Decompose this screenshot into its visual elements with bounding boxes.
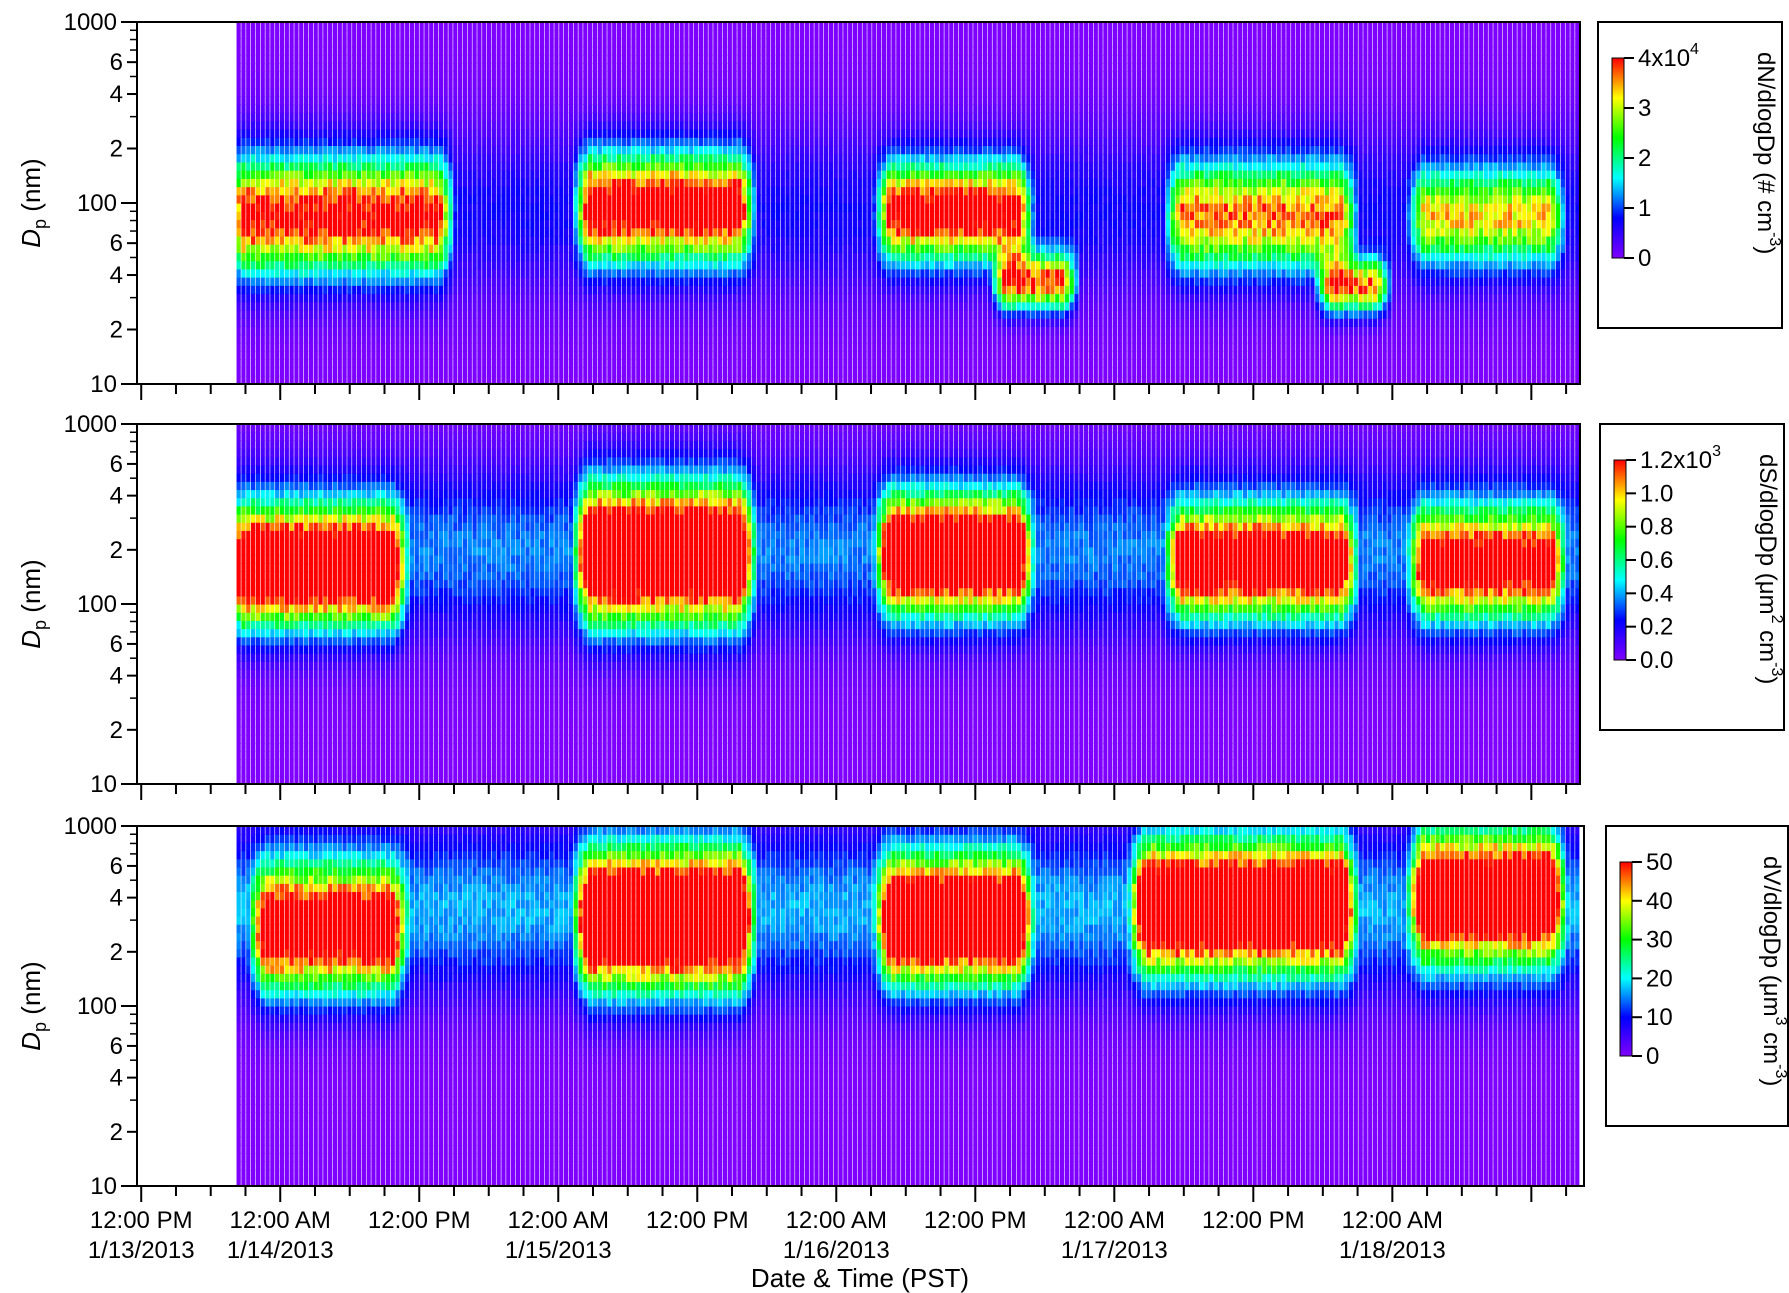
colorbar-tick-label: 0.2 xyxy=(1640,614,1673,641)
y-tick-label: 1000 xyxy=(64,9,117,36)
colorbar-tick-label: 50 xyxy=(1646,849,1673,876)
y-tick-label: 2 xyxy=(110,136,123,163)
x-tick-label-time: 12:00 AM xyxy=(1342,1207,1443,1234)
x-tick-label-date: 1/18/2013 xyxy=(1339,1237,1446,1264)
heatmap-cells xyxy=(236,826,1580,1187)
x-tick-label-time: 12:00 PM xyxy=(368,1207,471,1234)
y-tick-label: 2 xyxy=(110,317,123,344)
y-tick-label: 4 xyxy=(110,81,123,108)
y-axis-title: Dp (nm) xyxy=(16,961,50,1050)
x-tick-label-time: 12:00 PM xyxy=(924,1207,1027,1234)
x-tick-label-time: 12:00 PM xyxy=(646,1207,749,1234)
y-tick-label: 6 xyxy=(110,49,123,76)
y-tick-label: 100 xyxy=(77,993,117,1020)
colorbar-box xyxy=(1597,21,1783,329)
y-tick-label: 6 xyxy=(110,1033,123,1060)
y-tick-label: 10 xyxy=(90,771,117,798)
x-tick-label-time: 12:00 AM xyxy=(1064,1207,1165,1234)
colorbar-tick-label: 2 xyxy=(1638,145,1651,172)
y-tick-label: 6 xyxy=(110,451,123,478)
heatmap-cells xyxy=(236,22,1580,385)
x-tick-label-time: 12:00 AM xyxy=(786,1207,887,1234)
colorbar-tick-label: 1.0 xyxy=(1640,480,1673,507)
colorbar-tick-label: 10 xyxy=(1646,1004,1673,1031)
y-tick-label: 100 xyxy=(77,190,117,217)
x-tick-labels: 12:00 PM 1/13/2013 12:00 AM 1/14/2013 12:00 … xyxy=(88,1207,1446,1264)
y-tick-label: 1000 xyxy=(64,813,117,840)
colorbar-tick-label: 0.8 xyxy=(1640,514,1673,541)
y-tick-label: 4 xyxy=(110,663,123,690)
y-tick-label: 2 xyxy=(110,1119,123,1146)
colorbar-tick-label: 0.6 xyxy=(1640,547,1673,574)
x-tick-label-time: 12:00 PM xyxy=(1202,1207,1305,1234)
x-axis-title: Date & Time (PST) xyxy=(751,1263,969,1293)
colorbar-tick-label: 1 xyxy=(1638,195,1651,222)
colorbar-tick-label: 0 xyxy=(1646,1043,1659,1070)
colorbar-tick-label: 30 xyxy=(1646,927,1673,954)
colorbar-tick-label: 0.4 xyxy=(1640,580,1673,607)
x-tick-label-date: 1/14/2013 xyxy=(227,1237,334,1264)
colorbar: 4x104 3 2 1 0 dN/dlogDp (# cm-3) xyxy=(1597,21,1783,329)
colorbar-tick-label: 40 xyxy=(1646,888,1673,915)
panel-surface-distribution: 1000 6 4 2 100 6 4 2 10 Dp (nm) 1.2x103 1.0 0.8 0.6 0.… xyxy=(16,411,1785,800)
x-tick-label-time: 12:00 PM xyxy=(90,1207,193,1234)
y-tick-label: 1000 xyxy=(64,411,117,438)
y-tick-label: 6 xyxy=(110,230,123,257)
colorbar: 50 40 30 20 10 0 dV/dlogDp (μm3 cm-3) xyxy=(1605,825,1789,1127)
x-tick-label-date: 1/13/2013 xyxy=(88,1237,195,1264)
colorbar-gradient xyxy=(1611,57,1625,259)
x-tick-label-date: 1/16/2013 xyxy=(783,1237,890,1264)
colorbar: 1.2x103 1.0 0.8 0.6 0.4 0.2 0.0 dS/dlogDp (μm2 … xyxy=(1599,423,1785,731)
y-axis-title: Dp (nm) xyxy=(16,158,50,247)
y-tick-label: 4 xyxy=(110,262,123,289)
colorbar-tick-label: 3 xyxy=(1638,95,1651,122)
y-tick-label: 6 xyxy=(110,631,123,658)
colorbar-tick-label: 0.0 xyxy=(1640,647,1673,674)
colorbar-tick-label: 0 xyxy=(1638,245,1651,272)
y-tick-label: 100 xyxy=(77,591,117,618)
y-tick-label: 4 xyxy=(110,483,123,510)
colorbar-gradient xyxy=(1613,459,1627,661)
y-tick-label: 10 xyxy=(90,371,117,398)
y-tick-label: 2 xyxy=(110,939,123,966)
colorbar-title: dV/dlogDp (μm3 cm-3) xyxy=(1758,856,1789,1086)
colorbar-tick-label: 4x104 xyxy=(1638,41,1699,72)
y-tick-label: 4 xyxy=(110,1065,123,1092)
colorbar-box xyxy=(1599,423,1785,731)
heatmap-cells xyxy=(236,424,1580,785)
y-tick-label: 6 xyxy=(110,853,123,880)
colorbar-tick-label: 1.2x103 xyxy=(1640,443,1721,474)
y-tick-label: 2 xyxy=(110,717,123,744)
y-tick-label: 10 xyxy=(90,1173,117,1200)
y-tick-label: 4 xyxy=(110,885,123,912)
y-tick-label: 2 xyxy=(110,537,123,564)
x-tick-label-time: 12:00 AM xyxy=(230,1207,331,1234)
colorbar-gradient xyxy=(1619,861,1633,1057)
colorbar-title: dS/dlogDp (μm2 cm-3) xyxy=(1754,454,1785,684)
colorbar-box xyxy=(1605,825,1789,1127)
x-tick-label-time: 12:00 AM xyxy=(508,1207,609,1234)
colorbar-tick-label: 20 xyxy=(1646,965,1673,992)
x-tick-label-date: 1/15/2013 xyxy=(505,1237,612,1264)
colorbar-title: dN/dlogDp (# cm-3) xyxy=(1752,52,1783,254)
y-axis-title: Dp (nm) xyxy=(16,559,50,648)
x-tick-label-date: 1/17/2013 xyxy=(1061,1237,1168,1264)
